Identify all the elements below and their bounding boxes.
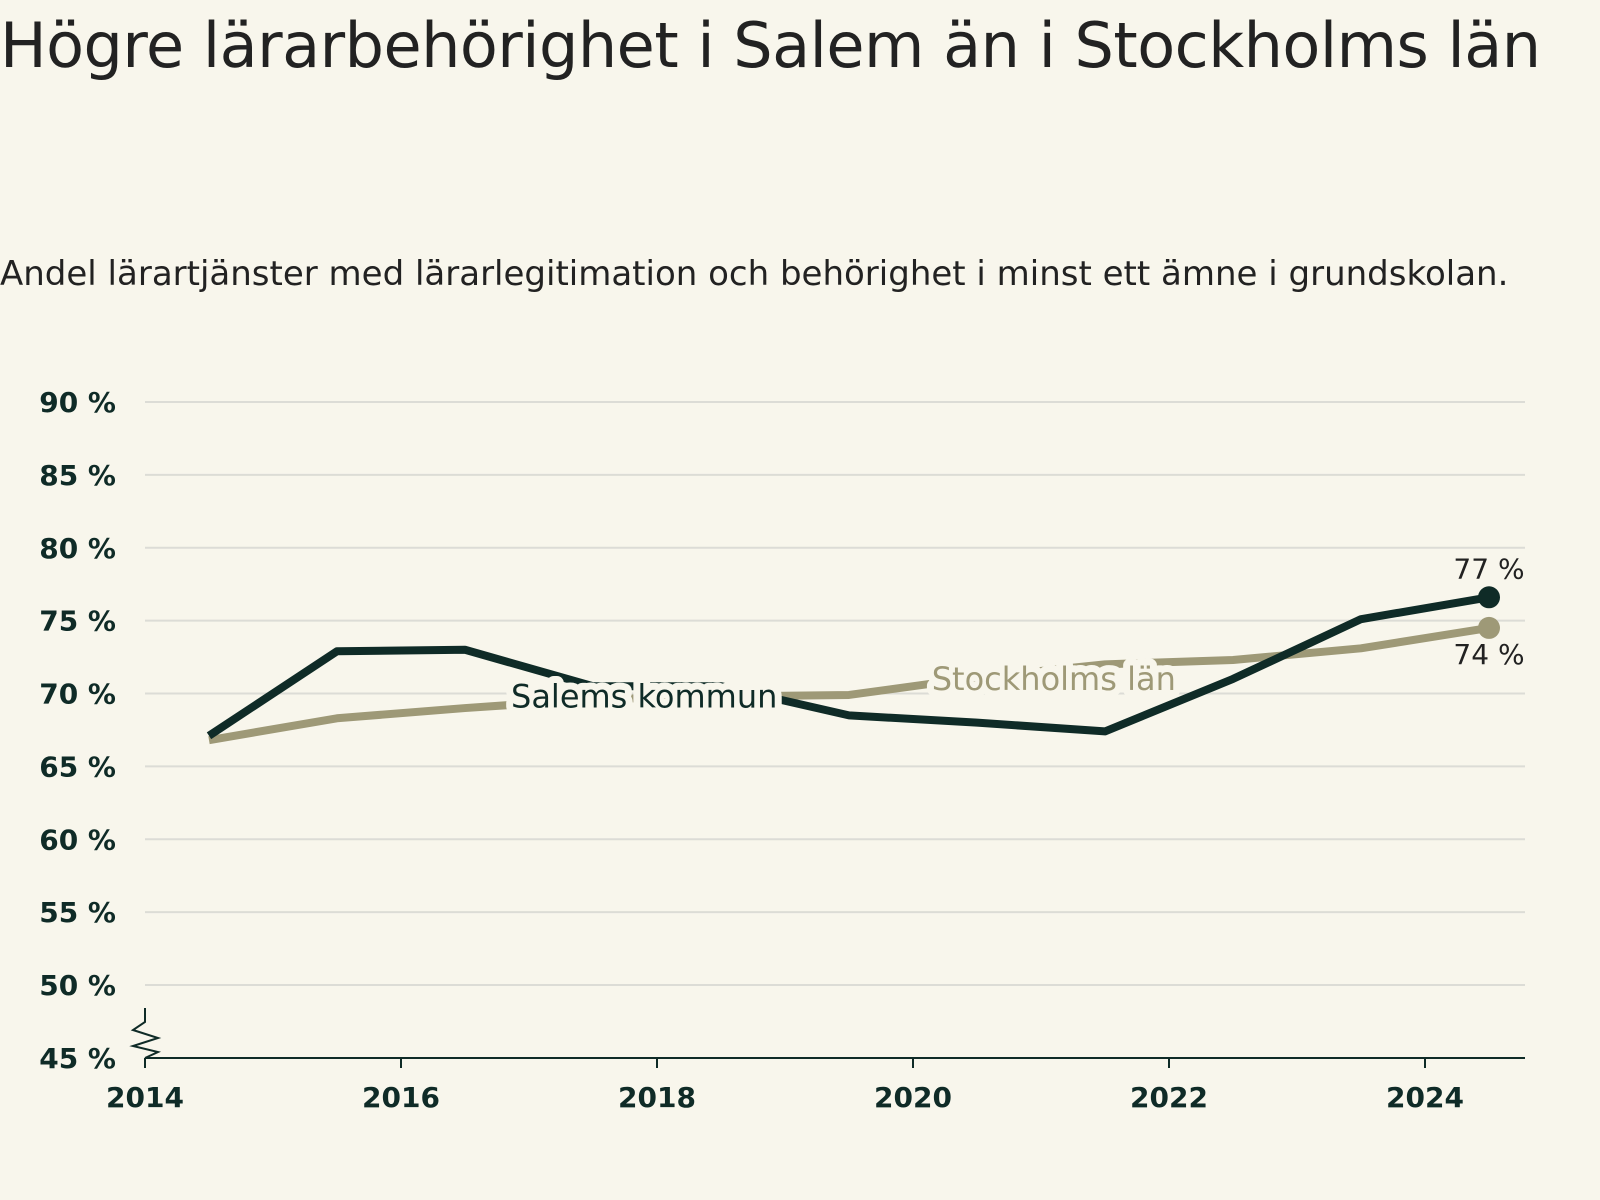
y-tick-label: 70 % [39,678,116,711]
x-tick-label: 2018 [618,1081,696,1114]
y-tick-label: 65 % [39,750,116,783]
end-marker-stockholms-lan [1478,616,1500,639]
x-axis-tick-labels: 2014 2016 2018 2020 2022 2024 [106,1081,1464,1114]
y-tick-label: 85 % [39,459,116,492]
y-tick-label: 60 % [39,823,116,856]
end-marker-salems-kommun [1478,586,1500,609]
axis-break-icon [129,1008,162,1059]
y-tick-label: 75 % [39,605,116,638]
end-label-stockholms-lan: 74 % [1453,638,1524,671]
series-labels: Stockholms län Salems kommun 74 % 77 % [504,552,1525,722]
x-tick-label: 2014 [106,1081,184,1114]
x-tick-label: 2016 [362,1081,440,1114]
series-label-stockholms-lan: Stockholms län [932,660,1176,698]
end-label-salems-kommun: 77 % [1453,552,1524,585]
y-tick-label: 90 % [39,386,116,419]
x-tick-label: 2024 [1386,1081,1464,1114]
series-label-salems-kommun: Salems kommun [511,677,777,715]
y-tick-label: 55 % [39,896,116,929]
y-axis-tick-labels: 45 % 50 % 55 % 60 % 65 % 70 % 75 % 80 % 85 % 90 % [39,386,116,1075]
gridlines [145,401,1525,986]
y-tick-label: 50 % [39,969,116,1002]
series-line-salems-kommun [206,593,1490,740]
x-axis [129,1008,1525,1068]
y-tick-label: 45 % [39,1042,116,1075]
x-tick-label: 2020 [874,1081,952,1114]
chart-title: Högre lärarbehörighet i Salem än i Stock… [0,9,1541,82]
chart-subtitle: Andel lärartjänster med lärarlegitimatio… [0,254,1509,294]
y-tick-label: 80 % [39,532,116,565]
x-tick-label: 2022 [1130,1081,1208,1114]
series-lines [206,586,1500,745]
